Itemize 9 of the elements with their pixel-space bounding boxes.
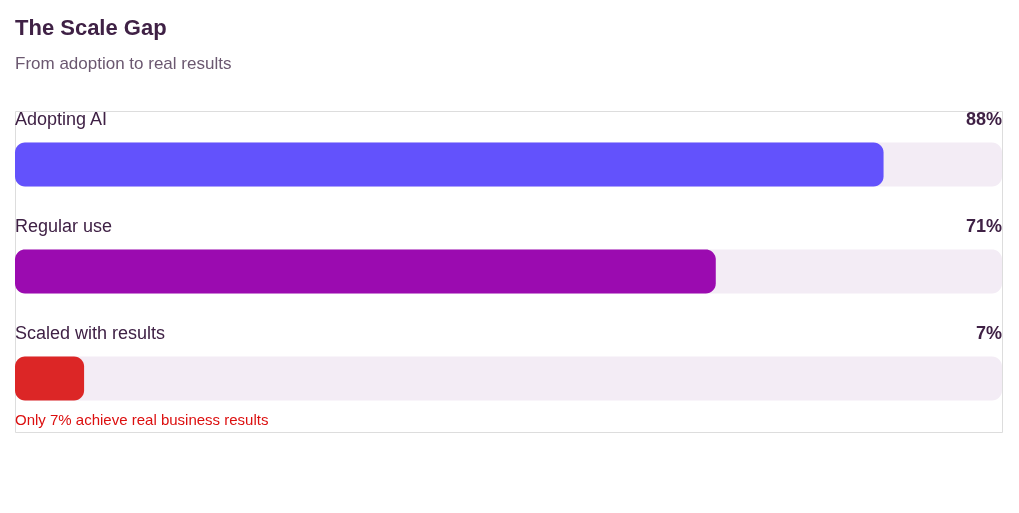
y-tick-label: Regular use (15, 215, 113, 236)
data-label: 71% (965, 215, 1002, 236)
annotation: Only 7% achieve real business results (15, 411, 269, 428)
chart-title: The Scale Gap (15, 14, 167, 40)
y-tick-label: Scaled with results (15, 322, 166, 343)
y-tick-label: Adopting AI (15, 108, 108, 129)
data-label: 7% (975, 322, 1002, 343)
data-label: 88% (965, 108, 1002, 129)
chart-subtitle: From adoption to real results (15, 53, 232, 73)
